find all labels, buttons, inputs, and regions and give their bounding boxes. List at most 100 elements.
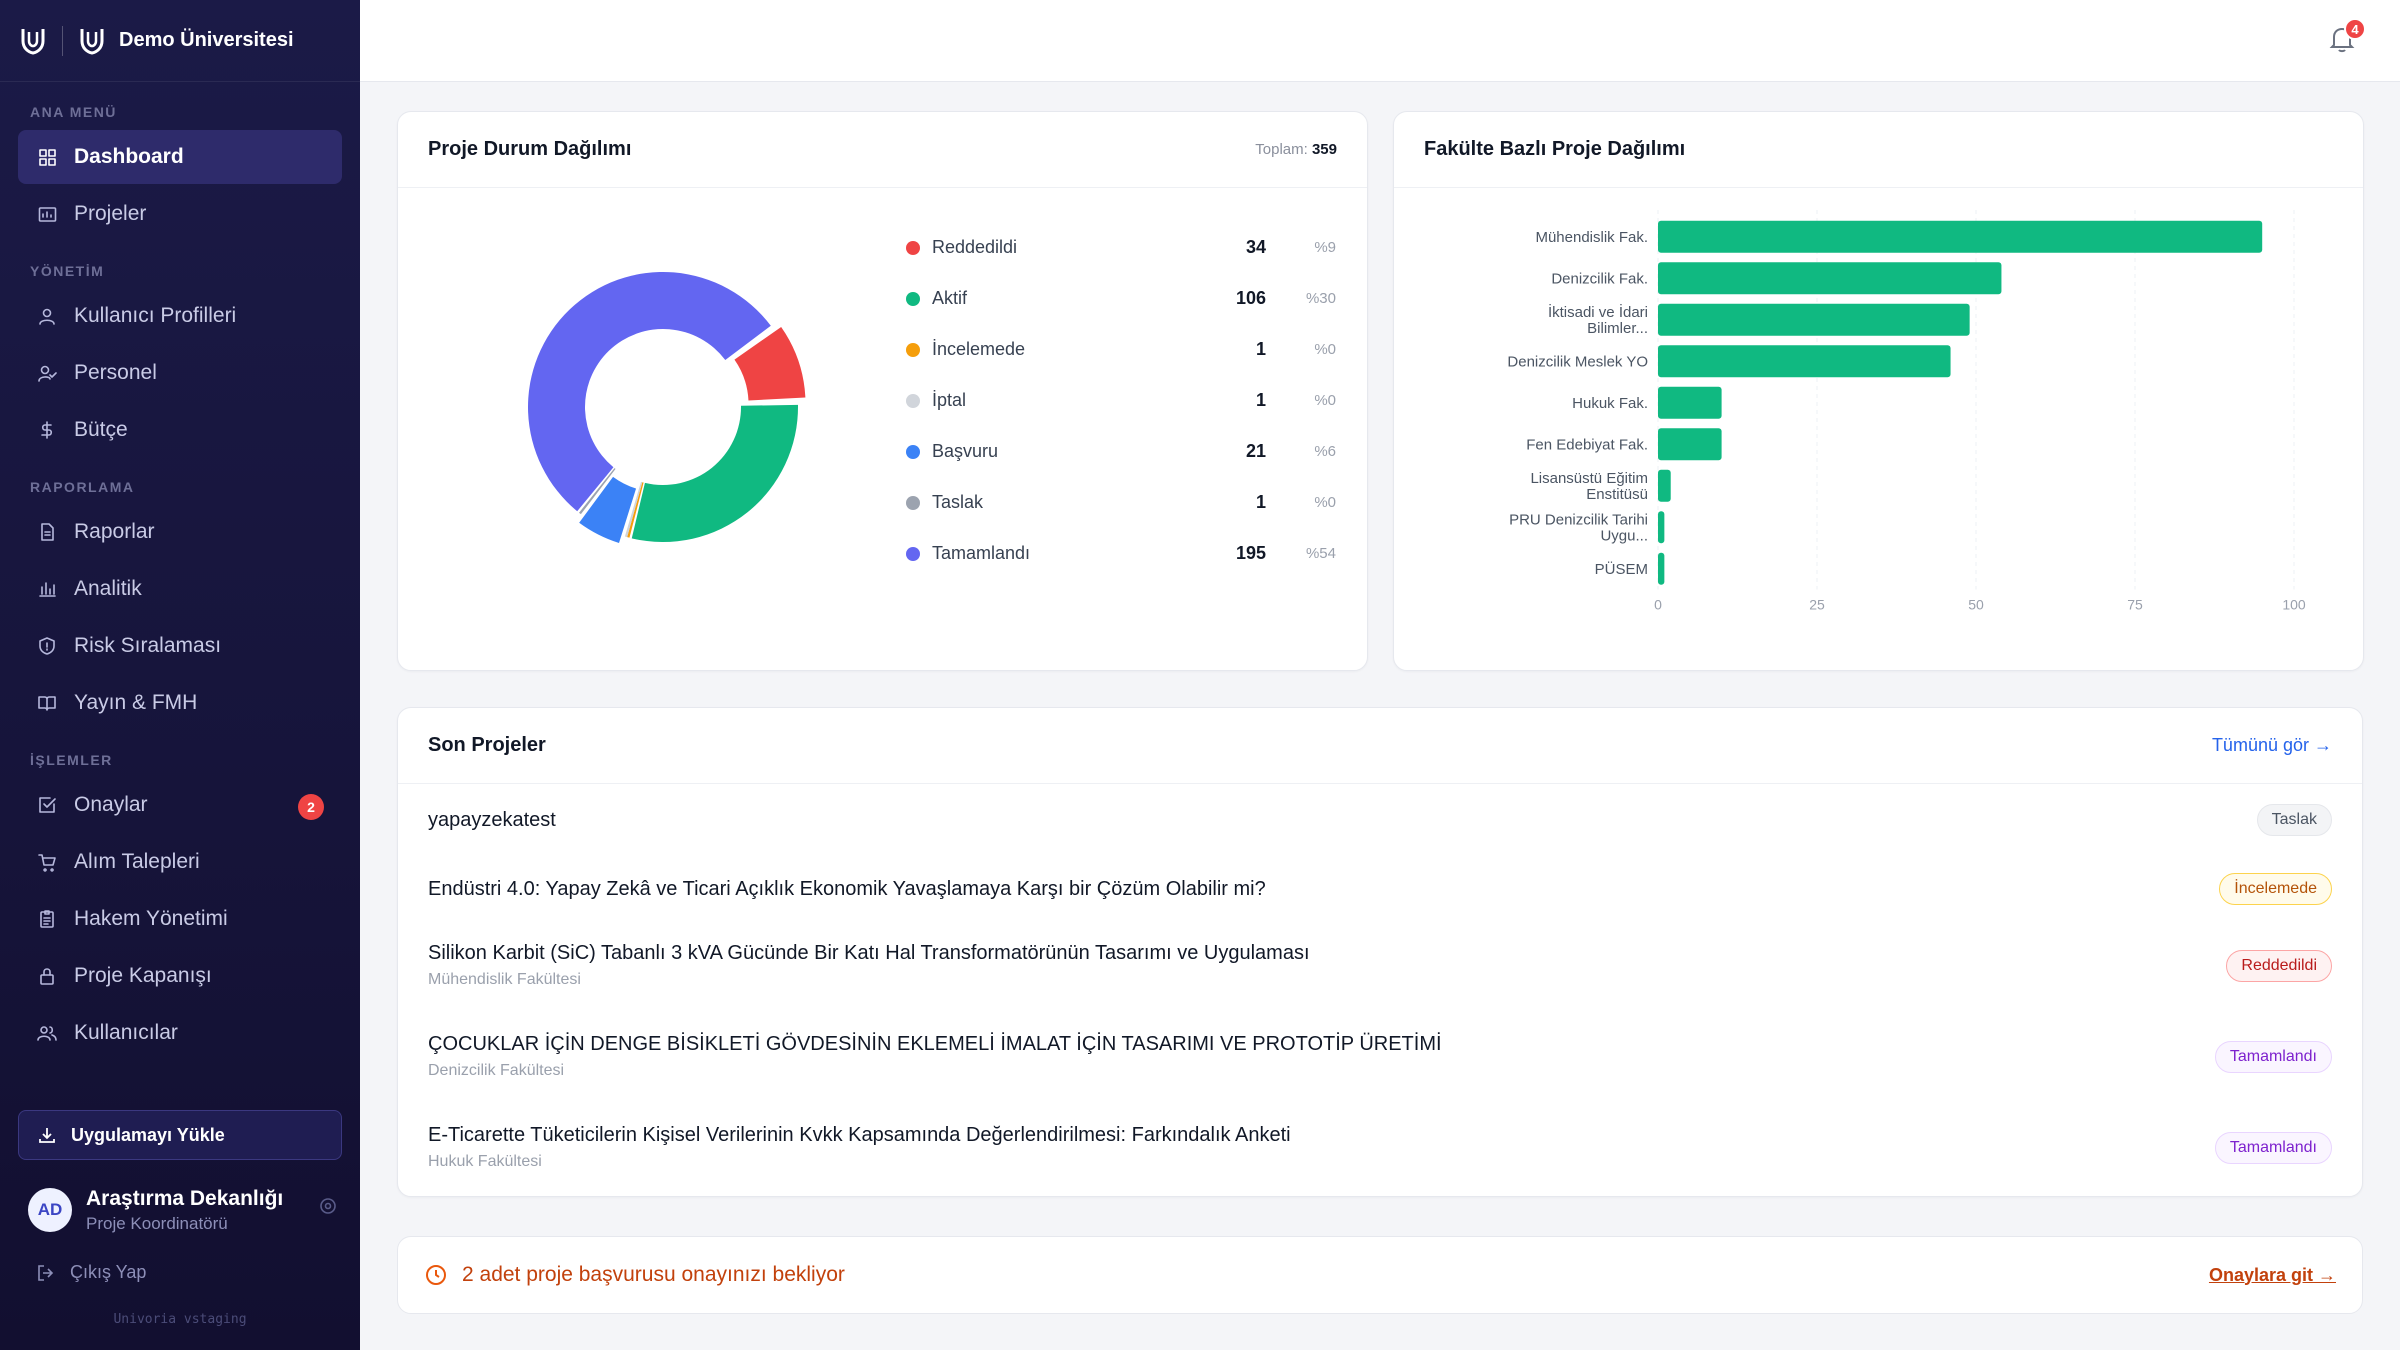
legend-percent: %6 <box>1314 443 1336 460</box>
project-row[interactable]: yapayzekatest Taslak <box>428 804 2332 836</box>
legend-item: Taslak 1 %0 <box>906 477 1336 528</box>
project-title: yapayzekatest <box>428 808 556 831</box>
legend-dot <box>906 240 920 255</box>
legend-label: Taslak <box>932 492 984 512</box>
project-row[interactable]: ÇOCUKLAR İÇİN DENGE BİSİKLETİ GÖVDESİNİN… <box>428 1033 2332 1080</box>
user-icon <box>36 305 58 327</box>
sidebar-item-label: Hakem Yönetimi <box>74 907 228 930</box>
avatar: AD <box>28 1188 72 1232</box>
project-title: Endüstri 4.0: Yapay Zekâ ve Ticari Açıkl… <box>428 877 1266 900</box>
sidebar-item-kullanıcı-profilleri[interactable]: Kullanıcı Profilleri <box>18 289 342 343</box>
sidebar-item-label: Raporlar <box>74 520 155 543</box>
legend-dot <box>906 342 920 357</box>
logo-icon <box>20 26 46 56</box>
sidebar-item-hakem-yönetimi[interactable]: Hakem Yönetimi <box>18 892 342 946</box>
faculty-bar[interactable] <box>1658 303 1970 336</box>
cart-icon <box>36 851 58 873</box>
sidebar-item-risk-sıralaması[interactable]: Risk Sıralaması <box>18 619 342 673</box>
category-label: PRU Denizcilik Tarihi <box>1509 511 1648 528</box>
go-to-approvals-link[interactable]: Onaylara git → <box>2208 1264 2336 1285</box>
legend-item: Aktif 106 %30 <box>906 273 1336 324</box>
bell-icon <box>2328 27 2356 58</box>
faculty-distribution-card: Fakülte Bazlı Proje Dağılımı 0 25 50 75 100 M… <box>1393 111 2364 671</box>
faculty-bar[interactable] <box>1658 428 1722 461</box>
topbar: 4 <box>360 0 2400 82</box>
sidebar-item-raporlar[interactable]: Raporlar <box>18 505 342 559</box>
project-faculty: Hukuk Fakültesi <box>428 1153 542 1170</box>
category-label: Uygu... <box>1600 527 1648 544</box>
project-row[interactable]: Endüstri 4.0: Yapay Zekâ ve Ticari Açıkl… <box>428 873 2332 905</box>
x-tick-label: 50 <box>1968 597 1984 613</box>
sidebar-item-alım-talepleri[interactable]: Alım Talepleri <box>18 835 342 889</box>
sidebar-item-bütçe[interactable]: Bütçe <box>18 403 342 457</box>
sidebar-item-onaylar[interactable]: Onaylar 2 <box>18 778 342 832</box>
category-label: Denizcilik Meslek YO <box>1507 353 1648 370</box>
legend-percent: %0 <box>1314 494 1336 511</box>
sidebar-item-projeler[interactable]: Projeler <box>18 187 342 241</box>
faculty-bar[interactable] <box>1658 345 1951 378</box>
user-role: Proje Koordinatörü <box>86 1213 228 1233</box>
sidebar-item-kullanıcılar[interactable]: Kullanıcılar <box>18 1006 342 1060</box>
legend-percent: %54 <box>1305 545 1336 562</box>
logout-icon <box>36 1263 56 1283</box>
legend-dot <box>906 495 920 510</box>
nav-section-title: ANA MENÜ <box>30 104 117 120</box>
sidebar-item-label: Bütçe <box>74 418 128 441</box>
sidebar-item-proje-kapanışı[interactable]: Proje Kapanışı <box>18 949 342 1003</box>
users-icon <box>36 1022 58 1044</box>
folder-chart-icon <box>36 203 58 225</box>
donut-slice[interactable] <box>624 481 643 538</box>
logout-label: Çıkış Yap <box>70 1262 147 1282</box>
legend-percent: %9 <box>1314 239 1336 256</box>
legend-count: 34 <box>1245 237 1266 257</box>
view-all-link[interactable]: Tümünü gör → <box>2211 735 2332 755</box>
project-title: E-Ticarette Tüketicilerin Kişisel Verile… <box>428 1124 1291 1146</box>
donut-slice[interactable] <box>579 476 637 543</box>
user-profile[interactable]: AD Araştırma Dekanlığı Proje Koordinatör… <box>28 1182 338 1238</box>
project-row[interactable]: E-Ticarette Tüketicilerin Kişisel Verile… <box>428 1124 2332 1171</box>
sidebar-item-label: Risk Sıralaması <box>74 634 222 657</box>
sidebar-item-label: Dashboard <box>74 145 184 168</box>
donut-slice[interactable] <box>631 404 798 542</box>
install-app-button[interactable]: Uygulamayı Yükle <box>18 1110 342 1160</box>
notifications-button[interactable]: 4 <box>2328 18 2366 59</box>
pending-approvals-banner: 2 adet proje başvurusu onayınızı bekliyo… <box>397 1236 2363 1314</box>
faculty-bar[interactable] <box>1658 552 1665 585</box>
legend-count: 1 <box>1255 339 1266 359</box>
faculty-bar[interactable] <box>1658 220 2263 253</box>
status-badge: İncelemede <box>2219 873 2332 905</box>
faculty-bar[interactable] <box>1658 386 1722 419</box>
sidebar-item-analitik[interactable]: Analitik <box>18 562 342 616</box>
sidebar-item-personel[interactable]: Personel <box>18 346 342 400</box>
legend-item: Tamamlandı 195 %54 <box>906 528 1336 579</box>
sidebar-item-label: Onaylar <box>74 793 148 816</box>
sidebar-item-dashboard[interactable]: Dashboard <box>18 130 342 184</box>
document-icon <box>36 521 58 543</box>
sidebar-item-yayın-fmh[interactable]: Yayın & FMH <box>18 676 342 730</box>
recent-projects-card: Son Projeler Tümünü gör → yapayzekatest … <box>397 707 2363 1197</box>
category-label: PÜSEM <box>1595 560 1648 578</box>
user-check-icon <box>36 362 58 384</box>
sidebar-item-label: Alım Talepleri <box>74 850 200 873</box>
faculty-bar[interactable] <box>1658 511 1665 544</box>
book-icon <box>36 692 58 714</box>
donut-slice[interactable] <box>579 468 616 515</box>
faculty-bar[interactable] <box>1658 469 1671 502</box>
donut-slice[interactable] <box>527 271 771 512</box>
category-label: Hukuk Fak. <box>1572 395 1648 412</box>
donut-slice[interactable] <box>734 326 806 401</box>
settings-icon[interactable] <box>318 1196 338 1221</box>
total-count: Toplam: 359 <box>1255 141 1337 158</box>
clock-icon <box>424 1263 448 1287</box>
university-name: Demo Üniversitesi <box>119 29 294 51</box>
checkbox-icon <box>36 794 58 816</box>
logout-button[interactable]: Çıkış Yap <box>36 1262 146 1283</box>
legend-count: 1 <box>1255 390 1266 410</box>
recent-projects-title: Son Projeler <box>428 734 546 756</box>
faculty-bar[interactable] <box>1658 262 2002 295</box>
donut-slice[interactable] <box>627 482 644 538</box>
project-row[interactable]: Silikon Karbit (SiC) Tabanlı 3 kVA Gücün… <box>428 942 2332 989</box>
sidebar-item-label: Kullanıcılar <box>74 1021 178 1044</box>
legend-label: Aktif <box>932 288 968 308</box>
category-label: Fen Edebiyat Fak. <box>1526 436 1648 453</box>
